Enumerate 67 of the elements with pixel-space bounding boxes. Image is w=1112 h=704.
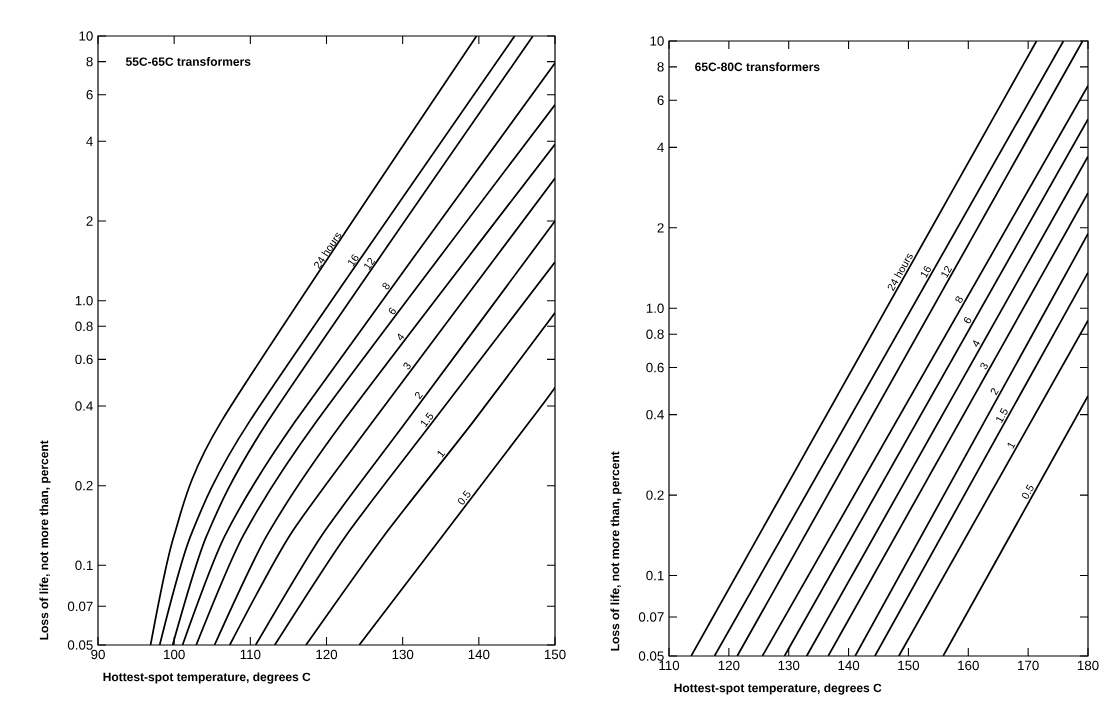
- text: 1.5: [421, 412, 434, 428]
- text: 3: [980, 362, 988, 370]
- y-tick-label: 0.2: [75, 480, 93, 491]
- x-tick-label: 150: [544, 649, 566, 660]
- text: 6: [388, 307, 396, 315]
- y-axis-title: Loss of life, not more than, percent: [39, 440, 51, 640]
- x-tick-label: 110: [659, 660, 680, 671]
- text: 0.5: [457, 490, 471, 505]
- text: 1.5: [996, 407, 1008, 423]
- y-tick-label: 8: [86, 56, 93, 67]
- x-tick-label: 140: [838, 660, 860, 671]
- x-axis-title: Hottest-spot temperature, degrees C: [674, 683, 882, 695]
- x-tick-label: 110: [240, 649, 261, 660]
- y-tick-label: 0.4: [646, 409, 664, 420]
- y-tick-label: 0.05: [67, 640, 93, 650]
- y-tick-label: 0.8: [75, 321, 93, 332]
- y-tick-label: 2: [657, 223, 664, 233]
- y-tick-label: 6: [657, 95, 664, 106]
- x-tick-label: 170: [1018, 660, 1039, 671]
- x-tick-label: 140: [468, 649, 490, 660]
- text: 4: [973, 340, 980, 347]
- y-tick-label: 0.6: [75, 354, 93, 365]
- x-tick-label: 150: [898, 660, 920, 671]
- y-tick-label: 0.4: [75, 401, 93, 411]
- text: 0.5: [1021, 484, 1034, 499]
- text: 12: [941, 266, 953, 279]
- y-axis-title: Loss of life, not more than, percent: [610, 451, 622, 651]
- text: 8: [382, 282, 390, 290]
- x-tick-label: 100: [164, 649, 185, 660]
- y-tick-label: 0.05: [638, 651, 664, 661]
- x-tick-label: 120: [718, 660, 740, 671]
- y-tick-label: 10: [650, 36, 664, 46]
- text: 3: [403, 362, 411, 370]
- y-tick-label: 6: [86, 90, 93, 100]
- y-tick-label: 10: [79, 31, 93, 41]
- y-tick-label: 8: [657, 62, 664, 72]
- x-tick-label: 130: [392, 649, 414, 660]
- x-tick-label: 120: [316, 649, 338, 660]
- x-tick-label: 160: [958, 660, 979, 671]
- y-tick-label: 0.8: [646, 329, 664, 339]
- text: 16: [348, 254, 359, 267]
- text: 55C-65C transformers: [125, 57, 251, 66]
- text: 12: [364, 257, 376, 270]
- x-tick-label: 130: [778, 660, 800, 671]
- y-tick-label: 1.0: [75, 295, 93, 306]
- text: 16: [920, 265, 931, 279]
- y-tick-label: 0.6: [646, 362, 664, 373]
- y-tick-label: 0.07: [638, 612, 664, 622]
- y-tick-label: 1.0: [646, 303, 664, 313]
- y-tick-label: 4: [86, 136, 93, 146]
- text: 6: [963, 317, 972, 324]
- text: 8: [955, 296, 963, 303]
- x-tick-label: 90: [91, 649, 105, 660]
- y-tick-label: 2: [86, 216, 93, 226]
- y-tick-label: 0.07: [67, 601, 93, 612]
- text: 2: [414, 391, 423, 400]
- y-tick-label: 0.2: [646, 490, 664, 500]
- text: 65C-80C transformers: [695, 62, 820, 72]
- text: 1: [437, 450, 446, 458]
- text: 1: [1007, 442, 1016, 449]
- x-axis-title: Hottest-spot temperature, degrees C: [103, 672, 311, 684]
- y-tick-label: 0.1: [646, 570, 664, 581]
- y-tick-label: 4: [657, 142, 664, 152]
- y-tick-label: 0.1: [75, 560, 93, 571]
- x-tick-label: 180: [1077, 660, 1099, 671]
- text: 4: [397, 333, 405, 341]
- text: 2: [990, 388, 999, 396]
